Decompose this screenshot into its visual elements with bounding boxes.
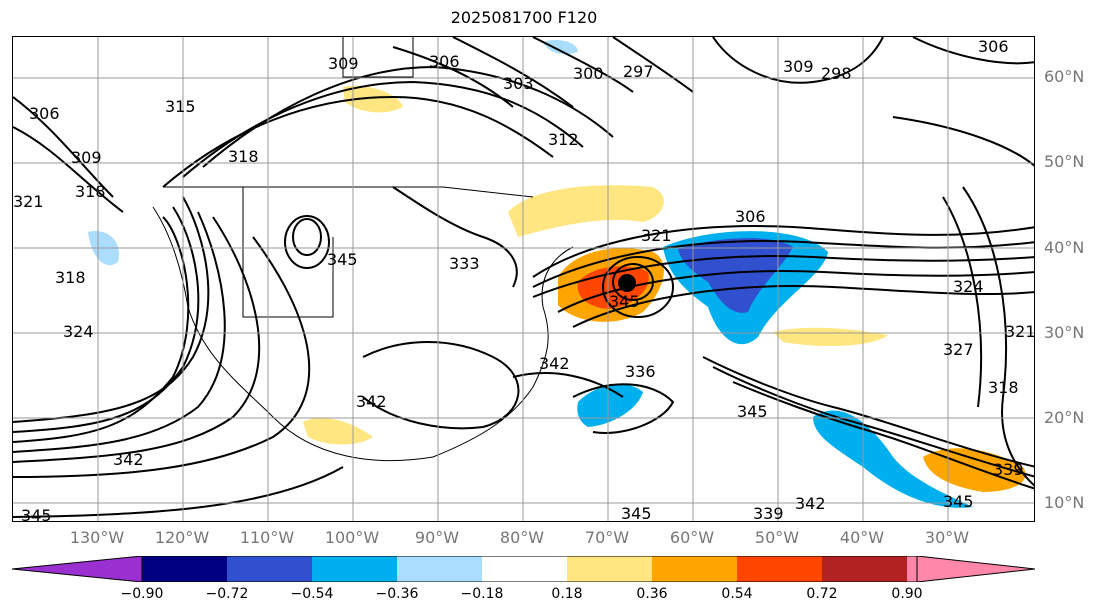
contour-label: 339 — [993, 460, 1024, 479]
lat-label: 50°N — [1044, 152, 1085, 171]
graticule — [13, 37, 1034, 521]
contour-label: 345 — [737, 402, 768, 421]
colorbar-segment — [652, 556, 737, 582]
shading-negative-halo — [813, 410, 973, 508]
contour-label: 318 — [75, 182, 106, 201]
colorbar-tick: 0.72 — [806, 586, 838, 602]
shading-positive-mid-atl — [773, 327, 888, 347]
contour-label: 303 — [503, 74, 534, 93]
colorbar-tick: −0.90 — [120, 586, 164, 602]
contour-label: 342 — [356, 392, 387, 411]
contour-label: 342 — [113, 450, 144, 469]
lon-label: 60°W — [669, 528, 715, 547]
contour-label: 306 — [29, 104, 60, 123]
lat-label: 10°N — [1044, 493, 1085, 512]
colorbar-tick: −0.36 — [375, 586, 419, 602]
contour-label: 298 — [821, 64, 852, 83]
colorbar-segment — [312, 556, 397, 582]
contour-label: 306 — [735, 207, 766, 226]
colorbar-low-extension — [12, 556, 143, 582]
colorbar-tick: 0.54 — [721, 586, 753, 602]
lon-label: 80°W — [499, 528, 545, 547]
contour-labels: 309 306 303 300 297 309 298 306 315 306 … — [13, 37, 1035, 522]
lat-label: 60°N — [1044, 67, 1085, 86]
colorbar-tick: −0.18 — [460, 586, 504, 602]
contour-label: 339 — [753, 504, 784, 522]
contour-label: 309 — [71, 148, 102, 167]
contour-label: 345 — [621, 504, 652, 522]
shading-positive-ne-canada — [343, 85, 403, 113]
contour-label: 336 — [625, 362, 656, 381]
lon-label: 100°W — [324, 528, 380, 547]
contour-label: 318 — [988, 378, 1019, 397]
lon-label: 120°W — [154, 528, 210, 547]
lon-label: 40°W — [839, 528, 885, 547]
contour-label: 345 — [327, 250, 358, 269]
contour-label: 309 — [328, 54, 359, 73]
contour-label: 297 — [623, 62, 654, 81]
contour-label: 324 — [63, 322, 94, 341]
contour-label: 327 — [943, 340, 974, 359]
colorbar — [12, 556, 1035, 582]
shading-positive-pacific — [303, 417, 373, 445]
lat-label: 40°N — [1044, 238, 1085, 257]
lat-label: 30°N — [1044, 323, 1085, 342]
contour-label: 318 — [55, 268, 86, 287]
lon-label: 90°W — [414, 528, 460, 547]
colorbar-segment — [142, 556, 227, 582]
contour-label: 321 — [1005, 322, 1035, 341]
contour-label: 315 — [165, 97, 196, 116]
contour-label: 321 — [641, 226, 672, 245]
storm-center-marker — [618, 274, 636, 292]
shading-negative-caribbean — [577, 384, 643, 427]
map-title: 2025081700 F120 — [450, 8, 598, 27]
contour-label: 312 — [548, 130, 579, 149]
lon-label: 50°W — [754, 528, 800, 547]
lon-label: 70°W — [584, 528, 630, 547]
contour-label: 309 — [783, 57, 814, 76]
contour-label: 345 — [943, 492, 974, 511]
colorbar-segment — [482, 556, 567, 582]
colorbar-tick: 0.18 — [551, 586, 583, 602]
colorbar-tick: 0.90 — [891, 586, 923, 602]
colorbar-segment — [737, 556, 822, 582]
contour-label: 342 — [539, 354, 570, 373]
contour-label: 318 — [228, 147, 259, 166]
map-panel: 309 306 303 300 297 309 298 306 315 306 … — [12, 36, 1035, 522]
colorbar-tick: 0.36 — [636, 586, 668, 602]
colorbar-tick: −0.72 — [205, 586, 249, 602]
contour-label: 306 — [978, 37, 1009, 56]
colorbar-segment — [907, 556, 917, 582]
contour-label: 306 — [429, 52, 460, 71]
contour-label: 300 — [573, 64, 604, 83]
colorbar-tick: −0.54 — [290, 586, 334, 602]
colorbar-segment — [397, 556, 482, 582]
contour-label: 333 — [449, 254, 480, 273]
colorbar-segment — [822, 556, 907, 582]
contour-label: 321 — [13, 192, 44, 211]
lon-label: 110°W — [239, 528, 295, 547]
contour-label: 345 — [609, 292, 640, 311]
colorbar-segment — [567, 556, 652, 582]
colorbar-segment — [227, 556, 312, 582]
contour-label: 345 — [21, 506, 52, 522]
map-plot: 309 306 303 300 297 309 298 306 315 306 … — [13, 37, 1035, 522]
shading-negative-gulf-ak — [543, 40, 578, 55]
lon-label: 30°W — [924, 528, 970, 547]
colorbar-high-extension — [916, 556, 1035, 582]
contour-label: 324 — [953, 277, 984, 296]
lon-label: 130°W — [69, 528, 125, 547]
lat-label: 20°N — [1044, 408, 1085, 427]
shading-positive-canada — [508, 185, 664, 237]
contour-label: 342 — [795, 494, 826, 513]
